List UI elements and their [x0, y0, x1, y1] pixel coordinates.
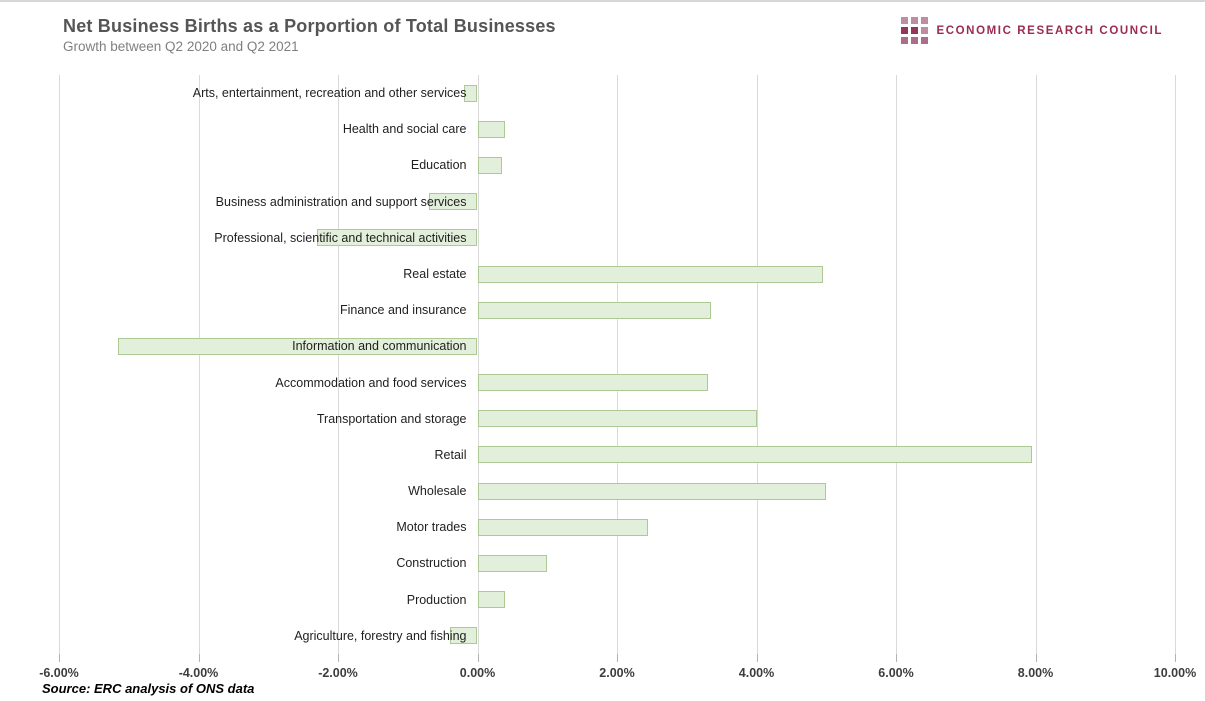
x-axis-label: -2.00%: [318, 666, 358, 680]
bar: [463, 84, 478, 102]
category-label: Production: [406, 592, 467, 607]
logo-square: [911, 37, 919, 44]
erc-logo: ECONOMIC RESEARCH COUNCIL: [901, 17, 1163, 44]
category-label: Accommodation and food services: [275, 375, 467, 390]
category-label: Construction: [396, 556, 467, 571]
bar: [477, 446, 1032, 464]
x-axis-label: 6.00%: [878, 666, 914, 680]
bar: [477, 555, 548, 573]
logo-square: [911, 27, 919, 34]
gridline: [617, 75, 618, 654]
bar: [477, 410, 757, 428]
category-label: Real estate: [403, 266, 467, 281]
category-label: Health and social care: [342, 122, 467, 137]
category-label: Finance and insurance: [340, 303, 467, 318]
gridline: [338, 75, 339, 654]
bar: [317, 229, 478, 247]
category-label: Information and communication: [292, 339, 467, 354]
bar: [449, 627, 478, 645]
x-axis-label: 8.00%: [1017, 666, 1054, 680]
bar: [477, 591, 506, 609]
logo-square: [911, 17, 919, 24]
category-label: Agriculture, forestry and fishing: [294, 628, 467, 643]
bar: [477, 120, 506, 138]
gridline: [59, 75, 60, 654]
chart-subtitle: Growth between Q2 2020 and Q2 2021: [63, 39, 299, 54]
gridline: [477, 75, 479, 654]
gridline: [1035, 75, 1037, 654]
x-axis-label: -6.00%: [39, 666, 79, 680]
x-axis-label: 10.00%: [1153, 666, 1197, 680]
category-label: Education: [410, 158, 467, 173]
chart-title: Net Business Births as a Porportion of T…: [63, 16, 556, 36]
gridline: [198, 75, 200, 654]
bar-chart-plot: -6.00% -4.00% -2.00% 0.00% 2.00% 4.00% 6.00% 8.…: [39, 75, 1196, 680]
bar: [477, 482, 827, 500]
bar: [477, 156, 502, 174]
axis-tick: [617, 654, 618, 662]
category-label: Wholesale: [408, 484, 467, 499]
x-axis-label: -4.00%: [178, 666, 219, 680]
category-label: Retail: [434, 447, 467, 462]
x-axis-label: 2.00%: [599, 666, 635, 680]
category-label: Motor trades: [396, 520, 467, 535]
bar: [477, 518, 649, 536]
gridline: [756, 75, 758, 654]
bar: [118, 337, 478, 355]
axis-tick: [1175, 654, 1176, 662]
axis-tick: [198, 654, 200, 662]
logo-square: [921, 37, 929, 44]
axis-tick: [477, 654, 479, 662]
logo-square: [901, 27, 909, 34]
x-axis-label: 0.00%: [459, 666, 496, 680]
bar: [477, 301, 712, 319]
bar: [477, 374, 708, 392]
bar: [477, 265, 823, 283]
axis-tick: [756, 654, 758, 662]
logo-square: [921, 27, 929, 34]
axis-tick: [338, 654, 339, 662]
category-label: Professional, scientific and technical a…: [214, 230, 467, 245]
gridline: [896, 75, 897, 654]
logo-squares-icon: [901, 17, 929, 44]
category-label: Arts, entertainment, recreation and othe…: [192, 86, 467, 100]
category-label: Business administration and support serv…: [215, 194, 467, 209]
logo-square: [901, 17, 909, 24]
gridline: [1175, 75, 1176, 654]
logo-square: [901, 37, 909, 44]
title-block: Net Business Births as a Porportion of T…: [63, 16, 556, 54]
axis-tick: [59, 654, 60, 662]
axis-tick: [896, 654, 897, 662]
category-label: Transportation and storage: [316, 411, 467, 426]
bar: [428, 193, 478, 211]
logo-text: ECONOMIC RESEARCH COUNCIL: [936, 24, 1163, 37]
axis-tick: [1035, 654, 1037, 662]
logo-square: [921, 17, 929, 24]
x-axis-label: 4.00%: [738, 666, 775, 680]
source-note: Source: ERC analysis of ONS data: [42, 681, 255, 696]
